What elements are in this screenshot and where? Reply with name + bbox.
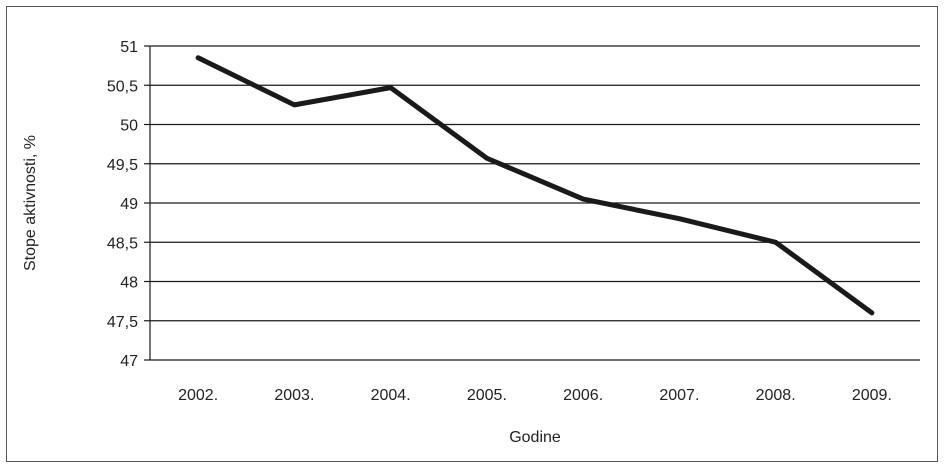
data-point [774, 240, 778, 244]
chart-frame [6, 6, 938, 462]
y-tick-label: 47,5 [107, 314, 138, 331]
series-line [195, 55, 875, 316]
x-tick-label: 2005. [467, 387, 507, 404]
y-tick-label: 51 [120, 39, 138, 56]
data-point [196, 56, 200, 60]
y-tick-label: 48,5 [107, 235, 138, 252]
gridlines [150, 45, 920, 322]
x-tick-label: 2007. [659, 387, 699, 404]
x-tick-label: 2002. [178, 387, 218, 404]
data-point [870, 311, 874, 315]
x-tick-label: 2003. [274, 387, 314, 404]
data-point [677, 217, 681, 221]
data-point [485, 156, 489, 160]
x-tick-label: 2008. [756, 387, 796, 404]
y-axis-title: Stope aktivnosti, % [22, 135, 39, 271]
y-tick-label: 47 [120, 353, 138, 370]
data-point [389, 86, 393, 90]
y-tick-labels: 47 47,5 48 48,5 49 49,5 50 50,5 51 [107, 39, 138, 370]
y-tick-label: 48 [120, 275, 138, 292]
x-tick-label: 2004. [371, 387, 411, 404]
data-point [581, 197, 585, 201]
data-point [292, 103, 296, 107]
x-tick-label: 2006. [563, 387, 603, 404]
y-tick-label: 50,5 [107, 78, 138, 95]
y-tick-label: 49,5 [107, 157, 138, 174]
series-group [195, 55, 875, 316]
y-tick-label: 49 [120, 196, 138, 213]
x-tick-labels: 2002. 2003. 2004. 2005. 2006. 2007. 2008. 2009. [178, 387, 892, 404]
x-tick-label: 2009. [852, 387, 892, 404]
axes [144, 45, 920, 361]
y-tick-label: 50 [120, 118, 138, 135]
x-axis-title: Godine [509, 429, 561, 446]
